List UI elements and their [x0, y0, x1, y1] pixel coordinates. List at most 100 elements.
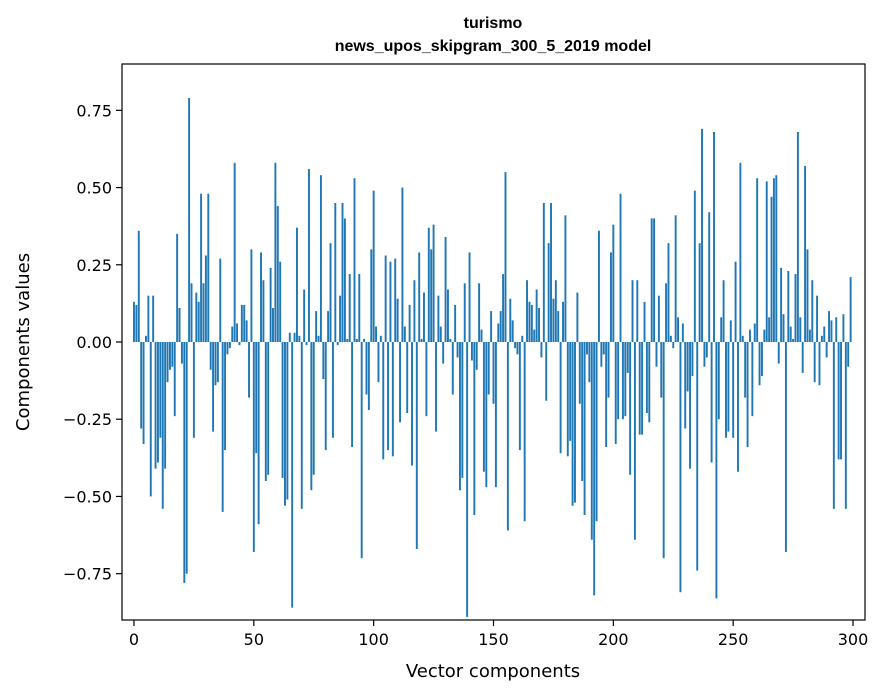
bar [698, 243, 701, 342]
bar [164, 342, 167, 469]
bar [339, 295, 342, 342]
bar [691, 342, 694, 376]
bar [420, 338, 423, 342]
bar [504, 172, 507, 342]
bar [401, 187, 404, 342]
bar [291, 342, 294, 608]
bar [202, 283, 205, 342]
bar [156, 342, 159, 463]
bar [782, 314, 785, 342]
bar [542, 203, 545, 342]
bar [375, 326, 378, 342]
bar [708, 212, 711, 342]
bar [396, 298, 399, 342]
bar [799, 317, 802, 342]
bar [720, 317, 723, 342]
bar [140, 342, 143, 429]
bar [494, 342, 497, 488]
x-axis: 0 50 100 150 200 250 300 [129, 620, 868, 649]
bar [609, 252, 612, 342]
bar [324, 342, 327, 451]
bar [794, 274, 797, 342]
bar [360, 342, 363, 559]
y-axis: −0.75 −0.50 −0.25 0.00 0.25 0.50 0.75 [63, 101, 122, 584]
bar [427, 227, 430, 342]
bar [696, 342, 699, 571]
bar [296, 227, 298, 342]
bar [334, 203, 337, 342]
bar [204, 255, 207, 342]
bar [530, 304, 533, 342]
bar [518, 342, 521, 451]
bar [689, 342, 691, 469]
x-tick-label: 100 [358, 630, 389, 649]
bar [641, 342, 644, 435]
bar [260, 252, 262, 342]
bar [765, 181, 768, 342]
bar [492, 342, 495, 404]
bar [236, 323, 239, 342]
bar [777, 342, 780, 364]
bar [286, 342, 289, 500]
bar [255, 342, 258, 454]
y-tick-label: 0.75 [76, 101, 112, 120]
bar [586, 342, 588, 355]
bar [454, 304, 457, 342]
bar [739, 162, 742, 342]
bar [660, 342, 663, 398]
bar [317, 335, 320, 342]
bar [231, 326, 234, 342]
bar [272, 308, 274, 342]
bar [233, 162, 236, 342]
bar [693, 190, 696, 342]
bar [684, 342, 687, 429]
bar [557, 311, 560, 342]
bar [749, 329, 751, 342]
bar [245, 320, 248, 342]
bar [823, 326, 826, 342]
bar [447, 289, 449, 342]
bar [363, 338, 366, 342]
bar [818, 342, 821, 386]
bar [456, 342, 459, 358]
bar [394, 258, 397, 342]
chart-title-line-2: news_upos_skipgram_300_5_2019 model [335, 38, 652, 55]
bar [545, 342, 548, 401]
bar [554, 280, 557, 342]
bar [288, 332, 291, 342]
bar [470, 342, 473, 361]
bar [624, 342, 627, 417]
bar [715, 342, 718, 599]
bar [305, 342, 308, 346]
bar [588, 342, 591, 383]
bar [753, 323, 756, 342]
bar [399, 342, 401, 423]
bar [411, 342, 413, 466]
x-tick-label: 250 [718, 630, 749, 649]
bar [605, 342, 608, 448]
bar [638, 342, 641, 435]
bar [763, 329, 766, 342]
bar [547, 243, 550, 342]
bar [391, 342, 394, 457]
bar [192, 342, 195, 438]
bar [631, 280, 634, 342]
bar [188, 97, 191, 342]
x-tick-label: 0 [129, 630, 139, 649]
bar [262, 280, 265, 342]
bar [176, 233, 179, 342]
bar [293, 332, 296, 342]
bar [816, 295, 819, 342]
bar [406, 342, 409, 414]
bar [760, 342, 763, 376]
bar [832, 342, 835, 509]
bar [655, 342, 658, 367]
bar [801, 342, 804, 373]
y-tick-label: −0.50 [63, 487, 112, 506]
bar [796, 131, 799, 342]
bar [336, 342, 339, 346]
bar [590, 342, 593, 540]
bar [487, 342, 490, 395]
bar [619, 193, 622, 342]
bar [183, 342, 186, 583]
